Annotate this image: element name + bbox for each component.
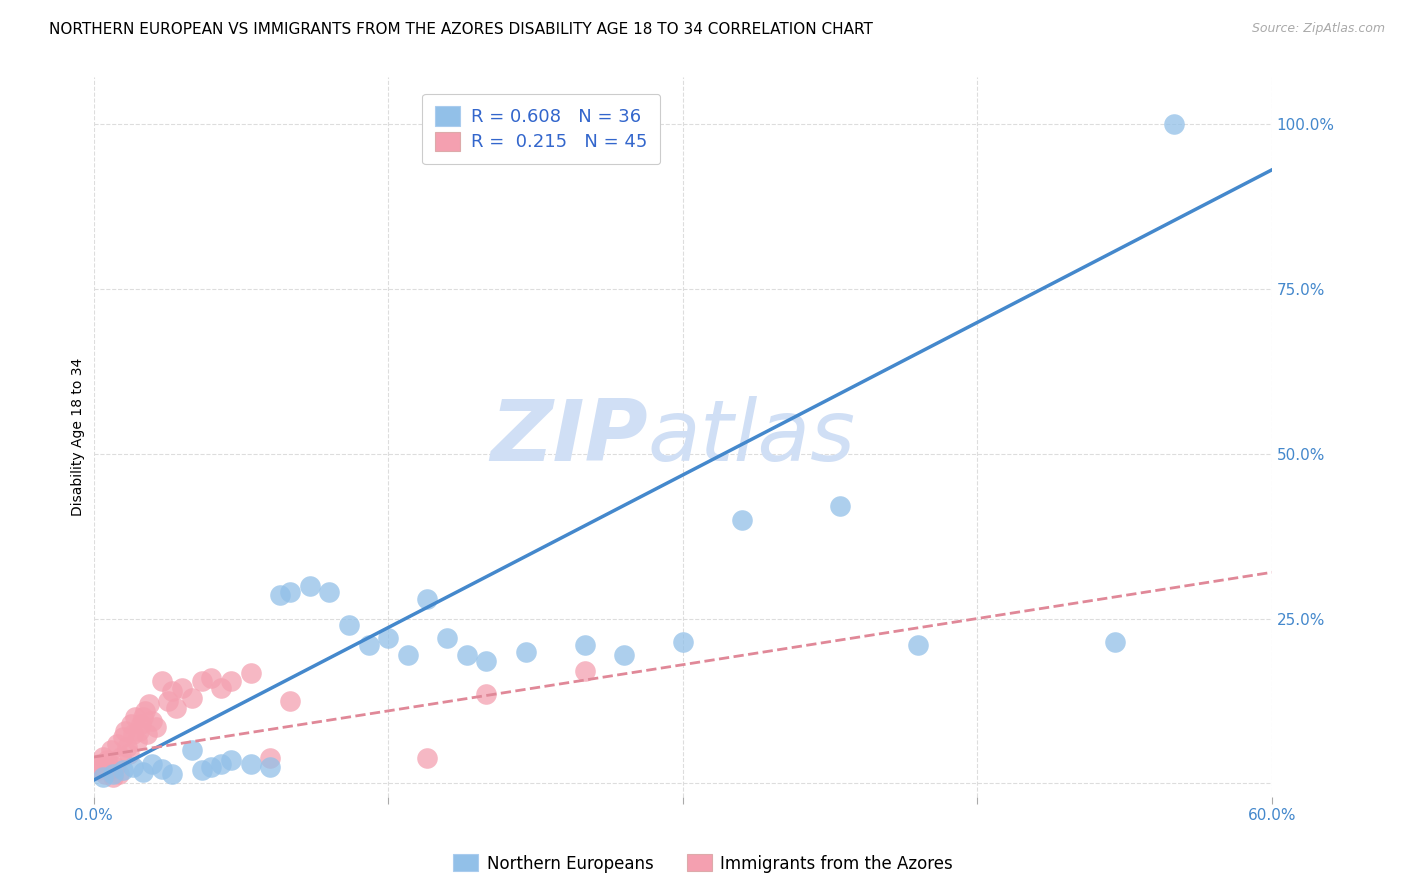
Point: [135, 727, 157, 741]
Point: [907, 638, 929, 652]
Point: [90, 760, 112, 774]
Point: [112, 731, 135, 745]
Point: [209, 681, 232, 695]
Point: [515, 644, 537, 658]
Point: [298, 578, 321, 592]
Legend: Northern Europeans, Immigrants from the Azores: Northern Europeans, Immigrants from the …: [447, 847, 959, 880]
Point: [94, 766, 117, 780]
Point: [141, 756, 163, 771]
Point: [129, 717, 152, 731]
Point: [475, 654, 498, 668]
Point: [377, 632, 399, 646]
Legend: R = 0.608   N = 36, R =  0.215   N = 45: R = 0.608 N = 36, R = 0.215 N = 45: [422, 94, 661, 164]
Point: [672, 634, 695, 648]
Point: [121, 760, 143, 774]
Point: [110, 750, 132, 764]
Point: [141, 714, 163, 728]
Point: [269, 589, 291, 603]
Text: atlas: atlas: [647, 395, 855, 478]
Point: [436, 632, 458, 646]
Point: [118, 747, 141, 761]
Text: Source: ZipAtlas.com: Source: ZipAtlas.com: [1251, 22, 1385, 36]
Point: [613, 648, 636, 662]
Point: [318, 585, 340, 599]
Point: [160, 684, 183, 698]
Point: [357, 638, 380, 652]
Point: [416, 751, 439, 765]
Point: [396, 648, 419, 662]
Point: [128, 723, 150, 738]
Point: [131, 710, 153, 724]
Point: [180, 743, 202, 757]
Point: [121, 727, 143, 741]
Text: NORTHERN EUROPEAN VS IMMIGRANTS FROM THE AZORES DISABILITY AGE 18 TO 34 CORRELAT: NORTHERN EUROPEAN VS IMMIGRANTS FROM THE…: [49, 22, 873, 37]
Point: [200, 671, 222, 685]
Point: [200, 760, 222, 774]
Point: [574, 638, 596, 652]
Point: [150, 674, 173, 689]
Point: [209, 756, 232, 771]
Point: [104, 760, 127, 774]
Point: [93, 750, 115, 764]
Point: [259, 751, 281, 765]
Point: [150, 762, 173, 776]
Point: [190, 764, 212, 778]
Point: [134, 704, 156, 718]
Point: [180, 690, 202, 705]
Y-axis label: Disability Age 18 to 34: Disability Age 18 to 34: [72, 358, 86, 516]
Point: [131, 764, 153, 779]
Point: [105, 737, 128, 751]
Point: [170, 681, 193, 695]
Point: [219, 674, 242, 689]
Point: [93, 770, 115, 784]
Point: [219, 753, 242, 767]
Point: [337, 618, 360, 632]
Point: [456, 648, 478, 662]
Point: [416, 591, 439, 606]
Point: [112, 764, 135, 778]
Point: [574, 665, 596, 679]
Point: [1163, 117, 1185, 131]
Point: [114, 723, 136, 738]
Point: [259, 760, 281, 774]
Point: [145, 720, 167, 734]
Point: [96, 753, 118, 767]
Point: [190, 674, 212, 689]
Point: [138, 698, 160, 712]
Point: [160, 766, 183, 780]
Point: [730, 512, 752, 526]
Text: ZIP: ZIP: [489, 395, 647, 478]
Point: [278, 585, 301, 599]
Point: [103, 766, 125, 780]
Point: [828, 500, 851, 514]
Point: [278, 694, 301, 708]
Point: [103, 770, 125, 784]
Point: [124, 710, 146, 724]
Point: [120, 717, 142, 731]
Point: [1104, 634, 1126, 648]
Point: [98, 764, 121, 778]
Point: [108, 766, 131, 780]
Point: [125, 733, 148, 747]
Point: [239, 756, 262, 771]
Point: [239, 665, 262, 680]
Point: [89, 756, 111, 771]
Point: [157, 694, 180, 708]
Point: [165, 700, 187, 714]
Point: [100, 743, 122, 757]
Point: [86, 764, 108, 778]
Point: [475, 687, 498, 701]
Point: [115, 740, 138, 755]
